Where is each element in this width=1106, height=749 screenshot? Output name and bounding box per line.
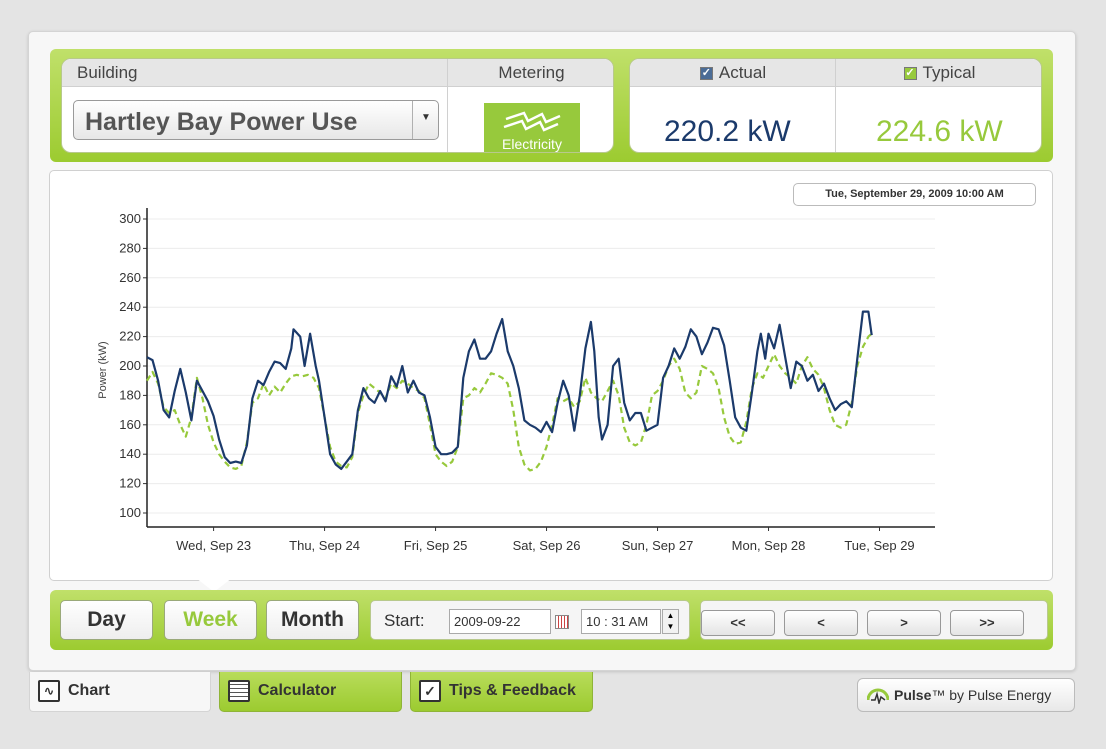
building-metering-box: Building Metering Hartley Bay Power Use … — [61, 58, 614, 153]
y-tick-label: 180 — [119, 387, 141, 402]
chart-icon: ∿ — [38, 680, 60, 702]
start-time-input[interactable]: 10 : 31 AM — [581, 609, 661, 634]
pulse-logo-icon — [867, 688, 889, 704]
metering-label: Metering — [498, 63, 565, 82]
tab-tips-label: Tips & Feedback — [449, 682, 576, 699]
metering-header: Metering — [448, 59, 613, 87]
x-tick-label: Sat, Sep 26 — [513, 538, 581, 553]
typical-header: ✓ Typical — [836, 59, 1041, 87]
typical-label: Typical — [922, 63, 976, 82]
start-date-input[interactable]: 2009-09-22 — [449, 609, 551, 634]
x-tick-label: Mon, Sep 28 — [732, 538, 806, 553]
checkmark-icon: ✓ — [419, 680, 441, 702]
start-label: Start: — [384, 611, 425, 630]
first-button[interactable]: << — [701, 610, 775, 636]
building-header: Building — [62, 59, 448, 87]
tab-pointer — [196, 578, 232, 592]
time-stepper[interactable]: ▲ ▼ — [662, 609, 679, 634]
y-tick-label: 300 — [119, 211, 141, 226]
series-actual-line — [146, 310, 873, 470]
last-button[interactable]: >> — [950, 610, 1024, 636]
y-tick-label: 260 — [119, 270, 141, 285]
lightning-icon — [503, 111, 561, 132]
readings-box: ✓ Actual ✓ Typical 220.2 kW 224.6 kW — [629, 58, 1042, 153]
typical-checkbox[interactable]: ✓ — [903, 67, 917, 81]
typical-value: 224.6 kW — [876, 115, 1003, 148]
y-tick-label: 220 — [119, 329, 141, 344]
month-button[interactable]: Month — [266, 600, 359, 640]
prev-button[interactable]: < — [784, 610, 858, 636]
building-select-value: Hartley Bay Power Use — [85, 108, 358, 136]
y-tick-label: 140 — [119, 446, 141, 461]
dropdown-arrow-icon[interactable]: ▼ — [412, 101, 438, 139]
electricity-label: Electricity — [502, 136, 562, 152]
pulse-by: by Pulse Energy — [945, 687, 1052, 703]
y-tick-label: 100 — [119, 505, 141, 520]
y-tick-label: 120 — [119, 476, 141, 491]
navigation-controls: << < > >> — [700, 600, 1048, 640]
calculator-icon — [228, 680, 250, 702]
y-tick-label: 160 — [119, 417, 141, 432]
power-chart: 100 120 140 160 180 200 220 240 260 280 300 Power (… — [97, 208, 935, 553]
x-tick-label: Sun, Sep 27 — [622, 538, 694, 553]
x-tick-label: Tue, Sep 29 — [844, 538, 914, 553]
start-controls: Start: 2009-09-22 10 : 31 AM ▲ ▼ — [370, 600, 690, 640]
x-tick-label: Fri, Sep 25 — [404, 538, 468, 553]
week-button[interactable]: Week — [164, 600, 257, 640]
electricity-icon[interactable]: Electricity — [484, 103, 580, 152]
next-button[interactable]: > — [867, 610, 941, 636]
divider — [447, 59, 448, 152]
y-tick-label: 200 — [119, 358, 141, 373]
header-band: Building Metering Hartley Bay Power Use … — [50, 49, 1053, 162]
actual-label: Actual — [718, 63, 767, 82]
chart-timestamp: Tue, September 29, 2009 10:00 AM — [793, 183, 1036, 206]
x-tick-label: Thu, Sep 24 — [289, 538, 360, 553]
tab-calculator-label: Calculator — [258, 682, 337, 699]
divider — [835, 59, 836, 152]
actual-checkbox[interactable]: ✓ — [699, 67, 713, 81]
tab-chart[interactable]: ∿ Chart — [29, 672, 211, 712]
tab-calculator[interactable]: Calculator — [219, 672, 402, 712]
tab-chart-label: Chart — [68, 682, 110, 699]
building-select[interactable]: Hartley Bay Power Use ▼ — [73, 100, 439, 140]
actual-value: 220.2 kW — [664, 115, 791, 148]
x-tick-label: Wed, Sep 23 — [176, 538, 251, 553]
day-button[interactable]: Day — [60, 600, 153, 640]
building-label: Building — [77, 63, 138, 82]
y-axis-label: Power (kW) — [97, 341, 109, 398]
y-tick-label: 280 — [119, 240, 141, 255]
y-tick-label: 240 — [119, 299, 141, 314]
controls-band: Day Week Month Start: 2009-09-22 10 : 31… — [50, 590, 1053, 650]
pulse-brand: Pulse — [894, 687, 932, 703]
calendar-icon[interactable] — [555, 615, 569, 629]
actual-header: ✓ Actual — [630, 59, 836, 87]
pulse-trademark: ™ — [931, 687, 946, 703]
pulse-energy-badge[interactable]: Pulse™ by Pulse Energy — [857, 678, 1075, 712]
tab-tips-feedback[interactable]: ✓ Tips & Feedback — [410, 672, 593, 712]
